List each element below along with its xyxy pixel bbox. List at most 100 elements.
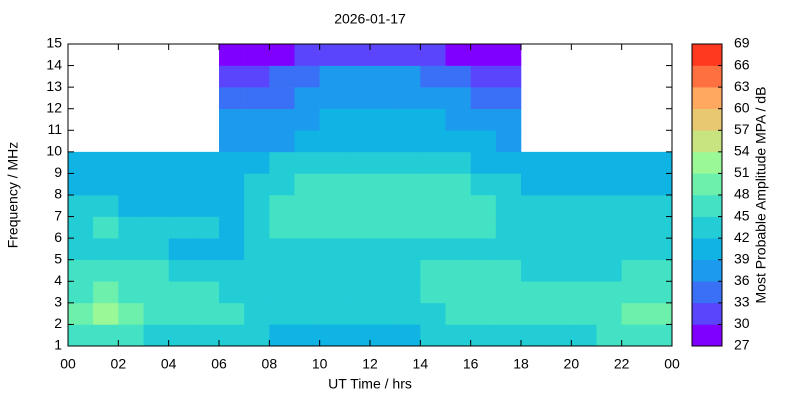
heatmap-cell [521, 324, 547, 347]
heatmap-cell [143, 324, 169, 347]
heatmap-cell [445, 195, 471, 217]
heatmap-cell [495, 259, 522, 282]
heatmap-cell [219, 195, 245, 217]
x-tick-label: 22 [614, 356, 630, 372]
heatmap-cell [370, 108, 396, 131]
heatmap-cell [193, 173, 220, 196]
heatmap-cell [420, 302, 446, 325]
colorbar-segment [692, 44, 722, 66]
heatmap-cell [395, 130, 421, 153]
heatmap-cell [269, 238, 295, 261]
heatmap-cell [445, 65, 471, 88]
colorbar-tick-label: 30 [734, 315, 750, 331]
heatmap-cell [521, 281, 547, 304]
colorbar-tick-label: 39 [734, 250, 750, 266]
heatmap-cell [596, 216, 622, 239]
heatmap-cell [420, 238, 446, 261]
heatmap-cell [546, 302, 572, 325]
heatmap-cell [93, 302, 119, 325]
heatmap-cell [244, 44, 270, 66]
x-tick-label: 02 [111, 356, 127, 372]
heatmap-cell [445, 87, 471, 110]
heatmap-cell [269, 216, 295, 239]
heatmap-cell [395, 259, 421, 282]
heatmap-cell [646, 173, 673, 196]
heatmap-cell [319, 302, 346, 325]
heatmap-cell [370, 259, 396, 282]
y-tick-label: 3 [54, 294, 62, 310]
heatmap-cell [571, 281, 597, 304]
heatmap-cell [571, 238, 597, 261]
heatmap-cell [445, 108, 471, 131]
heatmap-cell [395, 216, 421, 239]
colorbar-segment [692, 108, 722, 131]
heatmap-cell [546, 195, 572, 217]
heatmap-cell [370, 44, 396, 66]
heatmap-cell [420, 216, 446, 239]
x-tick-label: 20 [564, 356, 580, 372]
heatmap-cell [244, 87, 270, 110]
heatmap-cell [193, 238, 220, 261]
colorbar-tick-label: 69 [734, 35, 750, 51]
heatmap-cell [596, 173, 622, 196]
colorbar-label: Most Probable Amplitude MPA / dB [753, 87, 769, 304]
heatmap-cell [621, 173, 648, 196]
y-tick-label: 15 [46, 35, 62, 51]
heatmap-cell [420, 44, 446, 66]
heatmap-cell [546, 238, 572, 261]
heatmap-cell [269, 173, 295, 196]
heatmap-cell [294, 44, 320, 66]
heatmap-cell [646, 324, 673, 347]
heatmap-cell [395, 173, 421, 196]
colorbar-tick-label: 63 [734, 78, 750, 94]
heatmap-cell [495, 302, 522, 325]
heatmap-cell [118, 195, 144, 217]
x-tick-label: 14 [413, 356, 429, 372]
heatmap-cell [445, 281, 471, 304]
heatmap-cell [370, 216, 396, 239]
heatmap-cell [370, 151, 396, 174]
heatmap-cell [646, 238, 673, 261]
heatmap-cell [495, 195, 522, 217]
colorbar-segment [692, 130, 722, 153]
colorbar-tick-label: 54 [734, 143, 750, 159]
heatmap-cell [420, 130, 446, 153]
heatmap-cell [168, 195, 195, 217]
colorbar-segment [692, 173, 722, 196]
chart-title: 2026-01-17 [334, 11, 406, 27]
heatmap-cell [269, 324, 295, 347]
heatmap-cell [344, 87, 371, 110]
heatmap-cell [495, 151, 522, 174]
heatmap-cell [168, 324, 195, 347]
heatmap-cell [269, 259, 295, 282]
x-tick-label: 06 [211, 356, 227, 372]
x-tick-label: 18 [513, 356, 529, 372]
heatmap-cell [596, 324, 622, 347]
heatmap-cell [193, 216, 220, 239]
heatmap-cell [470, 65, 497, 88]
heatmap-cell [168, 302, 195, 325]
heatmap-cell [68, 324, 94, 347]
heatmap-cell [193, 324, 220, 347]
heatmap-cell [495, 130, 522, 153]
heatmap-cell [118, 173, 144, 196]
heatmap-cell [68, 238, 94, 261]
heatmap-cell [244, 108, 270, 131]
heatmap-cell [420, 65, 446, 88]
heatmap-cell [344, 302, 371, 325]
colorbar-segment [692, 216, 722, 239]
y-tick-label: 10 [46, 143, 62, 159]
heatmap-cell [219, 65, 245, 88]
heatmap-cell [395, 281, 421, 304]
heatmap-cell [319, 87, 346, 110]
heatmap-cell [219, 87, 245, 110]
heatmap-cell [219, 151, 245, 174]
heatmap-cell [420, 87, 446, 110]
heatmap-cell [596, 302, 622, 325]
x-tick-label: 08 [262, 356, 278, 372]
heatmap-cell [68, 195, 94, 217]
heatmap-cell [495, 108, 522, 131]
heatmap-cell [68, 151, 94, 174]
heatmap-cell [395, 238, 421, 261]
heatmap-cell [68, 281, 94, 304]
